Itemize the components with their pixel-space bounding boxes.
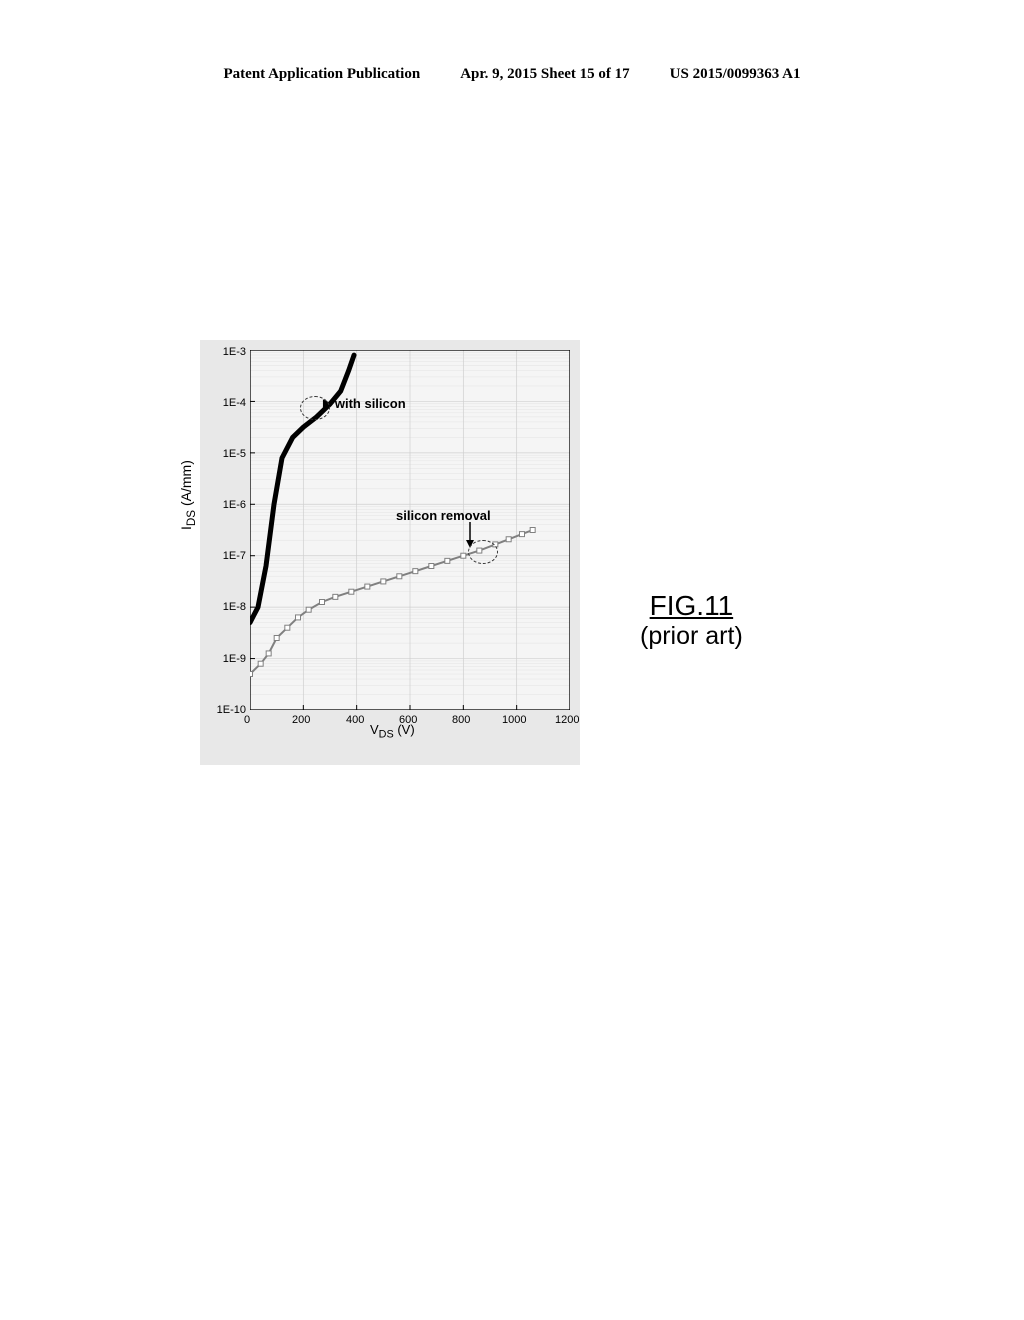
y-tick: 1E-10 [210, 704, 246, 716]
annotation-silicon-removal: silicon removal [396, 508, 491, 523]
figure-number: FIG.11 [640, 590, 743, 622]
x-tick: 1200 [555, 714, 579, 726]
figure-subcaption: (prior art) [640, 622, 743, 651]
annotation-circle-silicon-removal [468, 540, 498, 564]
header-left: Patent Application Publication [224, 66, 421, 83]
x-tick: 0 [244, 714, 250, 726]
y-tick: 1E-7 [210, 550, 246, 562]
x-tick: 800 [452, 714, 470, 726]
y-axis-label: IDS (A/mm) [178, 460, 198, 530]
y-tick: 1E-6 [210, 499, 246, 511]
y-tick: 1E-9 [210, 653, 246, 665]
annotation-with-silicon: ►with silicon [320, 395, 406, 412]
y-tick: 1E-3 [210, 346, 246, 358]
x-tick: 400 [346, 714, 364, 726]
patent-header: Patent Application Publication Apr. 9, 2… [0, 66, 1024, 83]
header-right: US 2015/0099363 A1 [670, 66, 801, 83]
chart-svg [250, 350, 570, 710]
chart-panel: IDS (A/mm) 1E-3 1E-4 1E-5 1E-6 1E-7 1E-8… [200, 340, 580, 765]
y-tick: 1E-5 [210, 448, 246, 460]
figure-caption: FIG.11 (prior art) [640, 590, 743, 651]
x-axis-label: VDS (V) [370, 722, 415, 741]
x-tick: 200 [292, 714, 310, 726]
y-tick: 1E-8 [210, 601, 246, 613]
header-center: Apr. 9, 2015 Sheet 15 of 17 [460, 66, 629, 83]
y-tick: 1E-4 [210, 397, 246, 409]
annotation-circle-with-silicon [300, 396, 330, 420]
x-tick: 1000 [502, 714, 526, 726]
